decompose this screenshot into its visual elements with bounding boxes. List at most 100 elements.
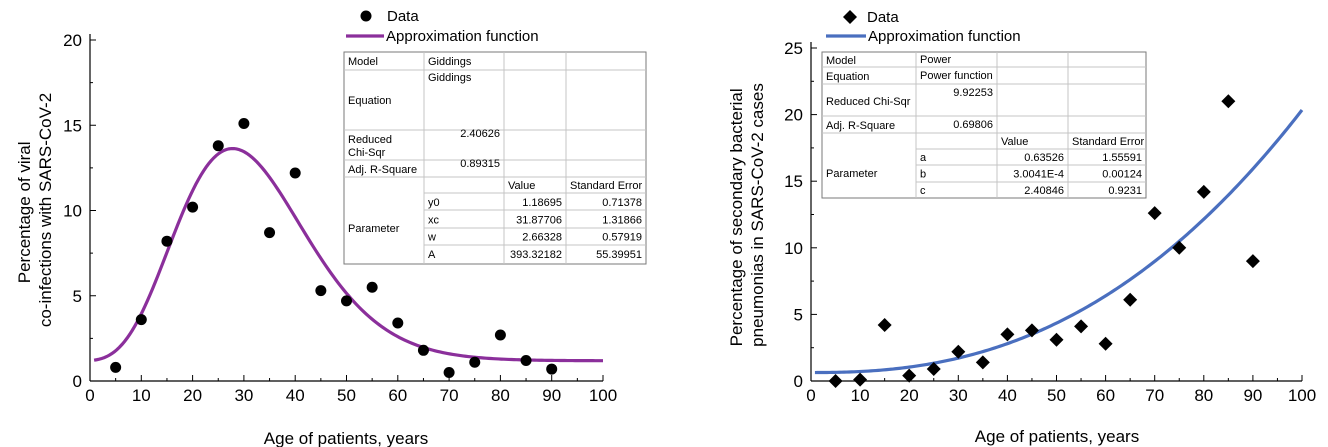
right-param-value: 0.63526 <box>1024 152 1064 164</box>
right-legend: Data Approximation function <box>826 9 1021 45</box>
left-param-error: 1.31866 <box>602 214 642 226</box>
right-x-tick-label: 90 <box>1243 386 1262 405</box>
right-table-r2-value: 0.69806 <box>953 119 993 131</box>
left-data-point <box>392 317 404 329</box>
right-data-point <box>1221 94 1236 109</box>
right-param-name: c <box>920 185 926 197</box>
right-x-tick-label: 30 <box>949 386 968 405</box>
left-x-tick-label: 10 <box>132 386 151 405</box>
left-x-axis-label: Age of patients, years <box>264 429 428 447</box>
right-data-point <box>951 344 966 359</box>
left-x-tick-label: 60 <box>388 386 407 405</box>
left-table-chisq-label: Reduced Chi-Sqr <box>348 134 392 159</box>
left-table-chisq-value: 2.40626 <box>460 128 500 140</box>
right-x-tick-label: 80 <box>1194 386 1213 405</box>
right-x-tick-label: 60 <box>1096 386 1115 405</box>
right-data-point <box>828 374 843 388</box>
left-table-r2-label: Adj. R-Square <box>348 164 417 176</box>
left-table-value-header: Value <box>508 180 535 192</box>
left-data-points <box>110 118 558 378</box>
right-param-name: b <box>920 169 926 181</box>
right-table-equation-value: Power function <box>920 70 993 82</box>
right-data-point <box>853 372 868 387</box>
right-y-tick-label: 0 <box>794 372 803 391</box>
left-param-error: 0.57919 <box>602 232 642 244</box>
right-data-point <box>1123 292 1138 307</box>
right-x-tick-label: 40 <box>998 386 1017 405</box>
right-data-point <box>1049 332 1064 347</box>
left-table-equation-label: Equation <box>348 95 391 107</box>
left-fit-table: Model Giddings Equation Giddings Reduced… <box>343 51 647 265</box>
right-data-point <box>1196 184 1211 199</box>
left-param-value: 1.18695 <box>522 197 562 209</box>
left-data-point <box>341 295 352 307</box>
right-param-value: 2.40846 <box>1024 185 1064 197</box>
left-data-point <box>110 361 122 373</box>
left-data-point <box>315 285 327 297</box>
left-table-model-label: Model <box>348 56 378 68</box>
right-table-chisq-value: 9.92253 <box>953 87 993 99</box>
left-axes: 0 10 20 30 40 50 60 70 80 90 100 0 5 10 15 20 <box>63 31 617 405</box>
right-data-point <box>1000 327 1015 342</box>
right-y-axis-label: Percentage of secondary bacterial pneumo… <box>727 83 767 347</box>
left-data-point <box>264 227 276 239</box>
left-x-tick-label: 100 <box>589 386 617 405</box>
right-param-name: a <box>920 152 927 164</box>
right-param-error: 1.55591 <box>1102 152 1142 164</box>
right-y-tick-label: 25 <box>784 39 803 58</box>
right-fit-curve <box>814 109 1304 375</box>
right-x-axis-label: Age of patients, years <box>975 427 1139 446</box>
left-table-parameter-label: Parameter <box>348 223 400 235</box>
left-param-name: xc <box>428 214 440 226</box>
left-data-point <box>366 281 378 293</box>
left-table-model-value: Giddings <box>428 56 472 68</box>
left-table-r2-value: 0.89315 <box>460 158 500 170</box>
right-y-axis-label-line-2: pneumonias in SARS-CoV-2 cases <box>748 83 767 347</box>
right-y-tick-label: 5 <box>794 305 803 324</box>
right-table-equation-label: Equation <box>826 71 869 83</box>
right-x-tick-label: 100 <box>1288 386 1316 405</box>
left-param-value: 2.66328 <box>522 232 562 244</box>
left-data-point <box>443 366 455 378</box>
left-y-tick-label: 5 <box>73 287 82 306</box>
right-y-axis-label-line-1: Percentage of secondary bacterial <box>727 88 746 346</box>
right-data-point <box>877 318 892 333</box>
left-x-tick-label: 50 <box>337 386 356 405</box>
left-data-point <box>289 167 301 179</box>
right-table-value-header: Value <box>1001 136 1028 148</box>
right-x-tick-label: 0 <box>806 386 815 405</box>
left-y-tick-label: 10 <box>63 202 82 221</box>
left-table-equation-value: Giddings <box>428 72 472 84</box>
chart-right: 0 10 20 30 40 50 60 70 80 90 100 0 5 10 15 20 25 Age of … <box>727 9 1316 446</box>
left-param-error: 0.71378 <box>602 197 642 209</box>
left-legend-data-marker <box>360 10 372 22</box>
right-table-model-label: Model <box>826 55 856 67</box>
left-y-axis-label: Percentage of viral co-infections with S… <box>15 93 55 327</box>
left-data-point <box>520 355 532 367</box>
right-data-point <box>1074 319 1089 334</box>
right-data-point <box>1245 254 1260 269</box>
left-data-point <box>546 363 558 375</box>
right-param-error: 0.00124 <box>1102 169 1142 181</box>
left-param-name: A <box>428 249 436 261</box>
right-data-point <box>1172 240 1187 255</box>
right-y-tick-label: 20 <box>784 106 803 125</box>
left-table-error-header: Standard Error <box>570 180 642 192</box>
right-x-tick-label: 10 <box>851 386 870 405</box>
left-data-point <box>187 201 199 213</box>
right-data-point <box>1098 336 1113 351</box>
right-table-param-rows: a 0.63526 1.55591 b 3.0041E-4 0.00124 c 2.40846… <box>920 152 1142 197</box>
left-y-axis-label-line-2: co-infections with SARS-CoV-2 <box>36 93 55 327</box>
right-axes: 0 10 20 30 40 50 60 70 80 90 100 0 5 10 15 20 25 <box>784 39 1316 405</box>
right-x-tick-label: 50 <box>1047 386 1066 405</box>
right-legend-data-label: Data <box>867 9 899 26</box>
left-x-tick-label: 40 <box>286 386 305 405</box>
right-table-error-header: Standard Error <box>1072 136 1144 148</box>
right-data-point <box>926 362 941 377</box>
right-legend-fit-label: Approximation function <box>868 28 1021 45</box>
right-x-tick-label: 20 <box>900 386 919 405</box>
left-data-point <box>135 314 147 326</box>
left-x-tick-label: 90 <box>542 386 561 405</box>
chart-left: 0 10 20 30 40 50 60 70 80 90 100 0 5 10 15 20 Age of pa… <box>15 8 647 447</box>
right-param-value: 3.0041E-4 <box>1013 169 1064 181</box>
